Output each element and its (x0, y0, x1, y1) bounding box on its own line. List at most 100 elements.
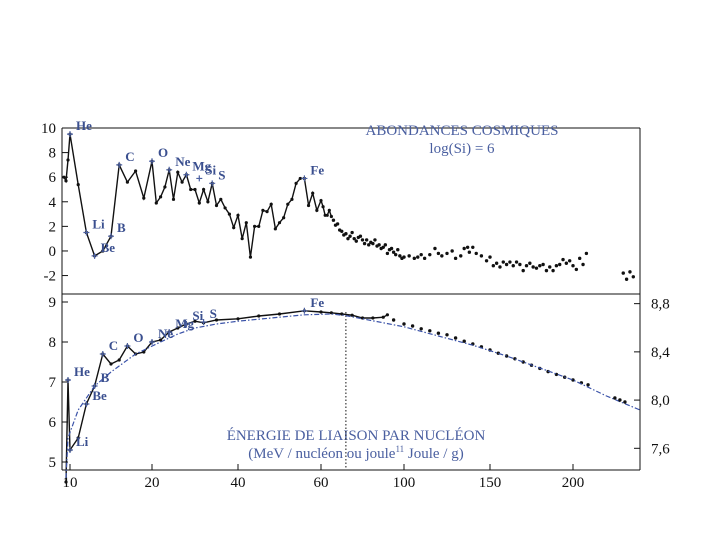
top-chart-title: ABONDANCES COSMIQUES (366, 123, 559, 139)
bot-series-1-point (453, 336, 458, 340)
bottom-right-y-tick-label: 8,0 (651, 393, 670, 409)
top-series-1-point (348, 234, 352, 238)
top-series-1-point (474, 251, 478, 256)
top-series-1-point (340, 229, 344, 233)
top-series-1-point (624, 277, 629, 281)
bot-annotation-label: Si (192, 308, 203, 323)
top-annotation-label: Fe (310, 162, 324, 177)
top-series-1-point (344, 232, 348, 236)
top-series-1-point (377, 243, 381, 247)
top-series-0-point (206, 200, 210, 204)
bottom-x-tick-label: 20 (145, 475, 160, 491)
top-series-1-point (385, 251, 390, 256)
bot-series-1-point (445, 333, 449, 337)
top-chart-subtitle: log(Si) = 6 (429, 141, 495, 157)
top-annotation-marker (149, 158, 155, 165)
bot-series-0-point (64, 480, 68, 484)
top-series-1-point (371, 241, 375, 246)
top-series-0-point (315, 208, 319, 212)
top-series-0-point (277, 221, 282, 225)
top-series-0-point (327, 208, 331, 212)
top-series-1-point (436, 251, 441, 256)
top-series-0-point (236, 213, 240, 217)
top-annotation-marker (196, 175, 203, 182)
top-series-1-point (445, 251, 449, 256)
top-series-1-point (479, 254, 484, 258)
top-series-1-point (538, 264, 542, 268)
top-series-0-point (294, 181, 298, 185)
top-series-1-point (450, 249, 454, 253)
bot-annotation-marker (65, 377, 71, 383)
top-series-1-point (491, 264, 496, 268)
bot-annotation-marker (149, 339, 155, 345)
bot-y-tick-label: 8 (49, 335, 57, 351)
top-series-0-point (273, 227, 277, 231)
top-series-0-point (223, 206, 227, 210)
top-series-0-point (311, 191, 315, 195)
top-series-0-point (298, 176, 302, 181)
bot-series-0-point (193, 319, 197, 323)
top-series-0-point (101, 249, 105, 253)
top-chart: ABONDANCES COSMIQUES log(Si) = 6 10 8 6 4 2 0… (41, 118, 641, 294)
bot-annotation-marker (200, 319, 207, 325)
bot-annotation-marker (166, 329, 173, 335)
top-annotation-label: Si (205, 162, 216, 177)
top-series-1-point (564, 261, 569, 265)
top-series-0-point (319, 198, 323, 203)
top-series-1-point (459, 254, 463, 258)
bottom-right-y-tick-label: 7,6 (651, 441, 670, 457)
top-y-tick-label: -2 (44, 269, 57, 285)
top-series-1-point (350, 230, 354, 235)
top-series-1-point (465, 245, 470, 249)
top-series-0-point (325, 213, 329, 217)
top-annotation-label: S (218, 167, 225, 182)
bot-series-0-point (277, 312, 282, 316)
top-series-1-point (494, 261, 499, 265)
bottom-subtitle-main: (MeV / nucléon ou joule (248, 446, 396, 462)
top-series-1-point (373, 238, 377, 242)
top-series-0-point (253, 224, 257, 228)
top-series-0-point (125, 180, 129, 184)
top-series-1-point (467, 250, 472, 254)
top-series-1-point (524, 264, 529, 268)
top-series-1-point (584, 251, 589, 256)
bot-annotation-label: O (133, 330, 143, 345)
top-series-1-point (335, 222, 340, 226)
top-series-1-point (352, 236, 356, 241)
top-series-1-point (514, 260, 519, 264)
top-series-0-point (142, 196, 146, 200)
top-series-0-point (66, 158, 70, 162)
top-y-tick-label: 6 (49, 170, 57, 186)
top-series-1-point (544, 268, 549, 273)
top-series-1-point (358, 234, 363, 238)
top-series-1-point (558, 262, 562, 267)
bot-series-1-point (428, 329, 432, 333)
bottom-x-tick-label: 40 (231, 475, 246, 491)
bot-series-0-point (257, 314, 261, 318)
bottom-x-ticks: 10 20 40 60 100 150 200 (63, 464, 584, 491)
bot-series-0-point (371, 316, 375, 320)
top-series-1-point (412, 256, 417, 261)
top-series-1-point (578, 256, 582, 261)
top-series-0-point (290, 197, 294, 201)
top-series-0-point (159, 195, 163, 199)
top-series-1-point (534, 266, 539, 270)
top-series-0-line (63, 133, 333, 258)
top-series-0-point (232, 226, 236, 230)
top-series-0-point (134, 169, 138, 173)
top-annotation-label: He (76, 118, 92, 133)
top-series-0-point (180, 180, 184, 184)
top-series-1-point (571, 264, 575, 268)
top-series-0-point (219, 197, 223, 201)
top-series-1-point (364, 238, 369, 242)
bot-annotation-label: B (101, 370, 110, 385)
top-y-tick-label: 0 (49, 244, 57, 260)
bot-series-1-point (586, 383, 590, 387)
top-series-1-point (498, 265, 502, 269)
top-annotation-label: O (158, 145, 168, 160)
top-series-0-point (202, 187, 206, 192)
top-series-1-point (416, 255, 420, 259)
bottom-y-ticks: 9 8 7 6 5 (49, 295, 68, 471)
bottom-chart-title: ÉNERGIE DE LIAISON PAR NUCLÉON (227, 427, 486, 444)
top-series-1-point (398, 254, 402, 258)
